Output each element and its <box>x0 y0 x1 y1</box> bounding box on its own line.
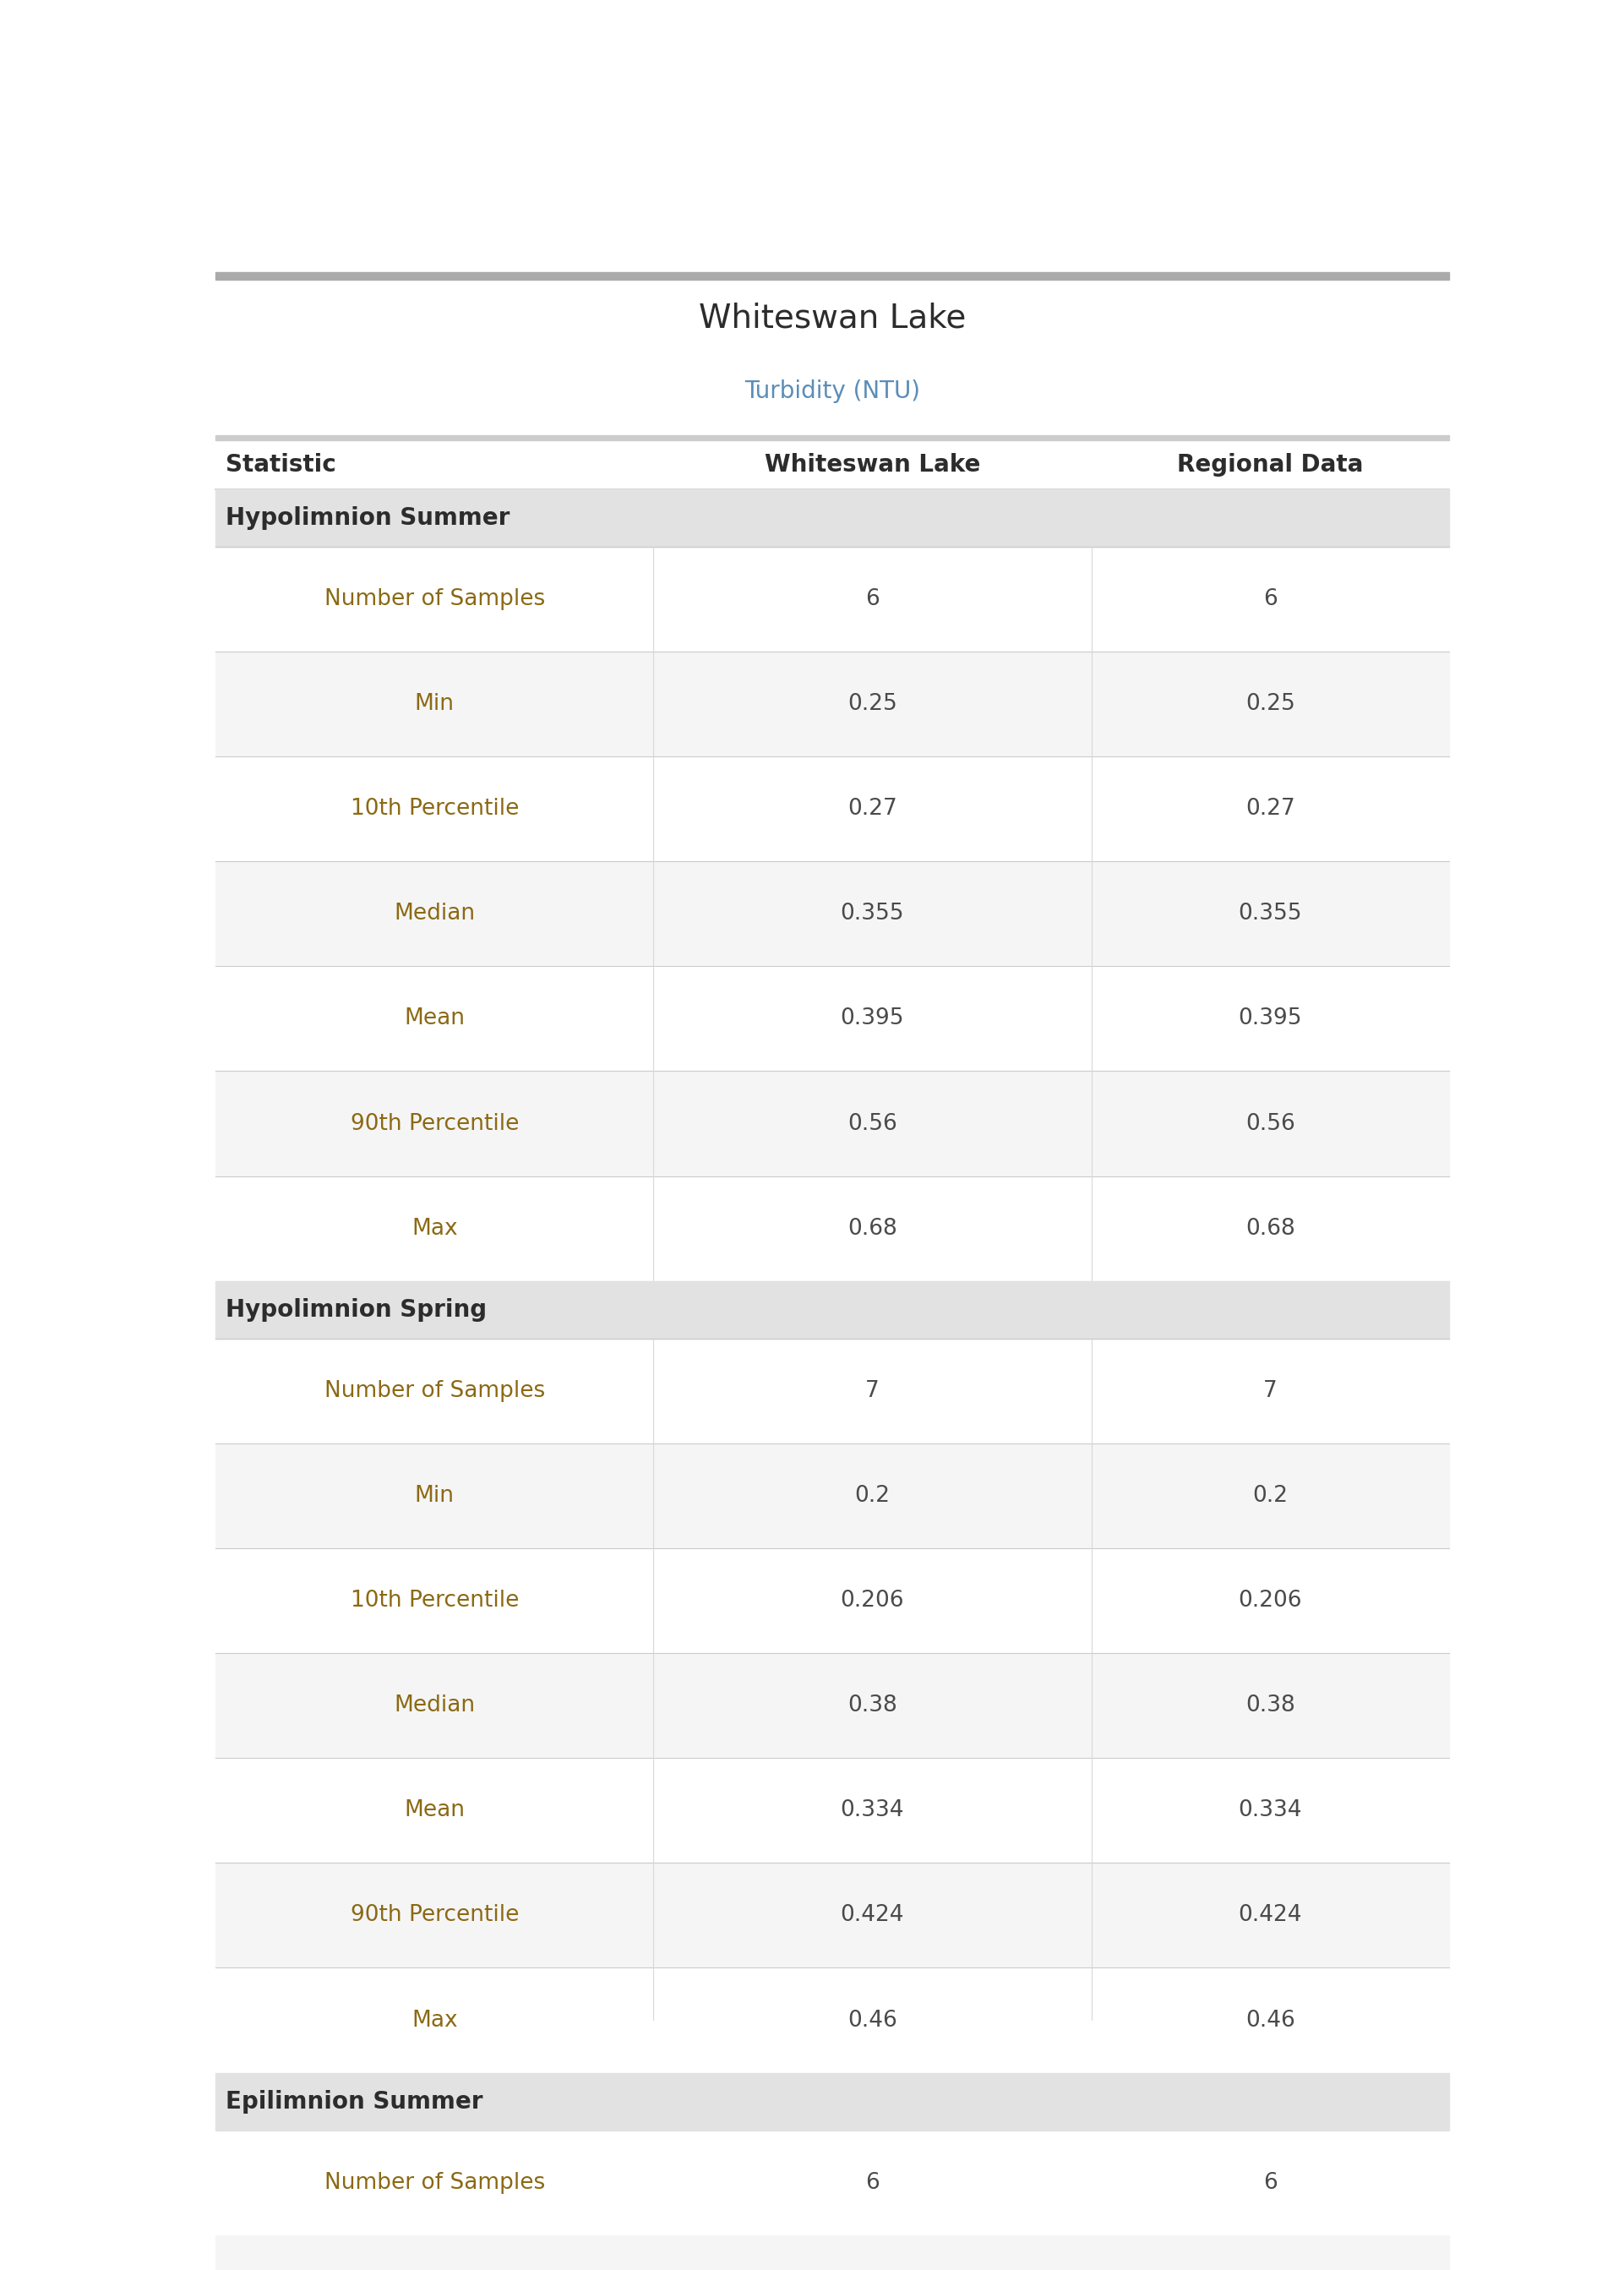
Text: 0.355: 0.355 <box>1237 903 1302 924</box>
Bar <box>216 967 1449 1071</box>
Bar <box>216 1176 1449 1280</box>
Bar <box>216 651 1449 756</box>
Text: 90th Percentile: 90th Percentile <box>351 1112 518 1135</box>
Text: Max: Max <box>411 1217 458 1239</box>
Text: Min: Min <box>414 692 455 715</box>
Text: 0.424: 0.424 <box>841 1905 905 1927</box>
Text: 6: 6 <box>866 2172 880 2193</box>
Text: 6: 6 <box>866 588 880 611</box>
Bar <box>216 488 1449 547</box>
Bar <box>216 272 1449 279</box>
Text: Epilimnion Summer: Epilimnion Summer <box>226 2091 482 2113</box>
Bar <box>216 1864 1449 1968</box>
Text: 0.2: 0.2 <box>854 1485 890 1507</box>
Text: 6: 6 <box>1263 2172 1276 2193</box>
Text: 0.27: 0.27 <box>1246 799 1294 819</box>
Bar <box>216 2132 1449 2236</box>
Text: 0.56: 0.56 <box>848 1112 896 1135</box>
Text: Median: Median <box>395 903 476 924</box>
Text: 10th Percentile: 10th Percentile <box>351 1589 518 1612</box>
Text: 0.25: 0.25 <box>1246 692 1294 715</box>
Text: 6: 6 <box>1263 588 1276 611</box>
Text: 0.46: 0.46 <box>848 2009 896 2032</box>
Bar <box>216 440 1449 488</box>
Bar <box>216 1444 1449 1548</box>
Text: 0.395: 0.395 <box>841 1008 905 1031</box>
Text: Statistic: Statistic <box>226 452 336 477</box>
Bar <box>216 2073 1449 2132</box>
Bar <box>216 1968 1449 2073</box>
Text: 7: 7 <box>866 1380 880 1403</box>
Text: Whiteswan Lake: Whiteswan Lake <box>765 452 981 477</box>
Text: 0.334: 0.334 <box>1237 1800 1302 1821</box>
Text: 0.56: 0.56 <box>1246 1112 1294 1135</box>
Text: Hypolimnion Summer: Hypolimnion Summer <box>226 506 510 529</box>
Bar <box>216 1071 1449 1176</box>
Bar <box>216 1548 1449 1653</box>
Text: 0.395: 0.395 <box>1237 1008 1302 1031</box>
Text: 0.334: 0.334 <box>841 1800 905 1821</box>
Bar <box>216 1759 1449 1864</box>
Bar <box>216 860 1449 967</box>
Bar <box>216 1653 1449 1759</box>
Text: Hypolimnion Spring: Hypolimnion Spring <box>226 1298 487 1321</box>
Text: 0.2: 0.2 <box>1252 1485 1288 1507</box>
Bar <box>216 1339 1449 1444</box>
Bar <box>216 1280 1449 1339</box>
Text: Mean: Mean <box>404 1008 464 1031</box>
Text: Number of Samples: Number of Samples <box>325 1380 546 1403</box>
Text: 0.206: 0.206 <box>841 1589 905 1612</box>
Bar <box>216 2236 1449 2270</box>
Text: 0.46: 0.46 <box>1246 2009 1294 2032</box>
Bar <box>216 436 1449 440</box>
Text: Turbidity (NTU): Turbidity (NTU) <box>744 379 921 404</box>
Text: 0.38: 0.38 <box>1246 1696 1294 1716</box>
Text: 0.38: 0.38 <box>848 1696 896 1716</box>
Text: 0.68: 0.68 <box>848 1217 896 1239</box>
Text: Number of Samples: Number of Samples <box>325 2172 546 2193</box>
Bar <box>216 756 1449 860</box>
Text: Mean: Mean <box>404 1800 464 1821</box>
Text: Max: Max <box>411 2009 458 2032</box>
Text: 10th Percentile: 10th Percentile <box>351 799 518 819</box>
Text: Median: Median <box>395 1696 476 1716</box>
Text: Whiteswan Lake: Whiteswan Lake <box>698 302 966 334</box>
Text: 0.424: 0.424 <box>1237 1905 1302 1927</box>
Text: Min: Min <box>414 1485 455 1507</box>
Text: 7: 7 <box>1263 1380 1276 1403</box>
Text: 0.355: 0.355 <box>841 903 905 924</box>
Text: 0.206: 0.206 <box>1237 1589 1302 1612</box>
Bar <box>216 547 1449 651</box>
Text: 90th Percentile: 90th Percentile <box>351 1905 518 1927</box>
Text: 0.25: 0.25 <box>848 692 896 715</box>
Text: 0.27: 0.27 <box>848 799 896 819</box>
Text: 0.68: 0.68 <box>1246 1217 1294 1239</box>
Text: Number of Samples: Number of Samples <box>325 588 546 611</box>
Text: Regional Data: Regional Data <box>1177 452 1363 477</box>
